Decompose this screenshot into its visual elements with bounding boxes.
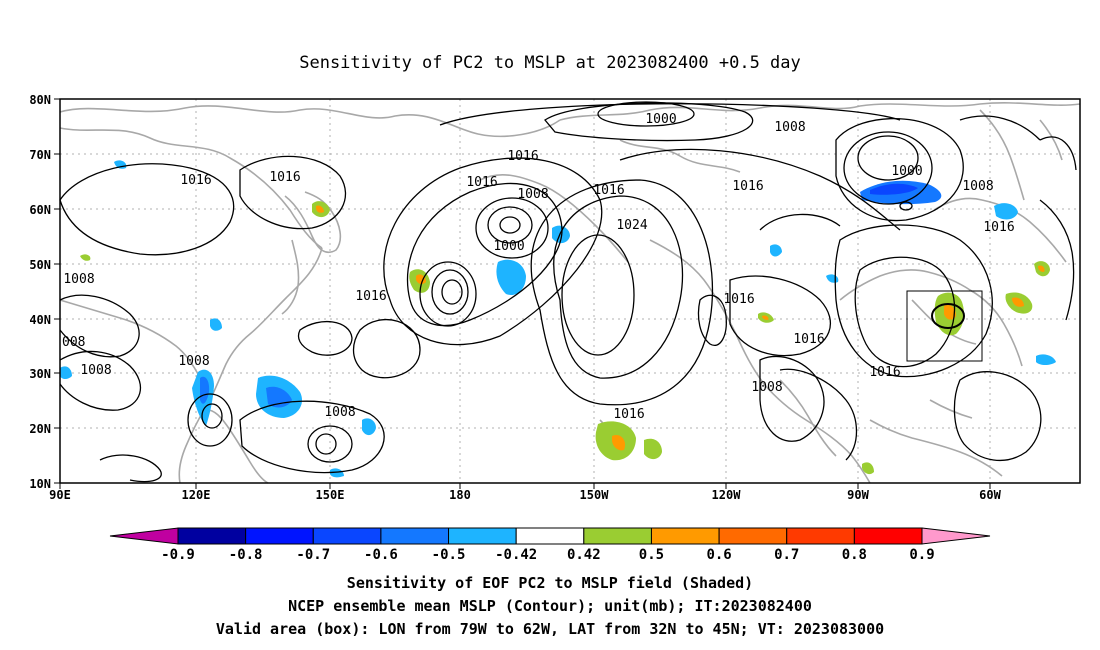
captions: Sensitivity of EOF PC2 to MSLP field (Sh… — [216, 574, 884, 638]
colorbar-tick-label: 0.42 — [567, 547, 601, 563]
colorbar-tick-label: -0.9 — [161, 547, 195, 563]
colorbar-swatch — [380, 527, 450, 545]
colorbar-swatch — [786, 527, 855, 545]
lat-tick-label: 50N — [29, 258, 51, 272]
contour-label: 1000 — [493, 239, 524, 254]
lon-tick-label: 180 — [449, 488, 471, 502]
lon-tick-label: 120W — [712, 488, 742, 502]
contour-label: 1008 — [774, 120, 805, 135]
colorbar-tick-label: 0.5 — [639, 547, 664, 563]
lat-tick-label: 20N — [29, 422, 51, 436]
contour-label: 1016 — [869, 365, 900, 380]
valid-area-box — [906, 290, 983, 362]
contour-label: 1016 — [180, 173, 211, 188]
colorbar: -0.9 -0.8 -0.7 -0.6 -0.5 -0.42 0.42 0.5 0.6 0.7 0.… — [109, 527, 991, 563]
colorbar-low-extension — [109, 527, 179, 545]
caption-line-2: NCEP ensemble mean MSLP (Contour); unit(… — [288, 597, 812, 615]
contour-label: 1016 — [983, 220, 1014, 235]
lon-tick-labels: 90E 120E 150E 180 150W 120W 90W 60W — [49, 488, 1001, 502]
lat-tick-labels: 80N 70N 60N 50N 40N 30N 20N 10N — [29, 93, 51, 491]
lat-tick-label: 30N — [29, 367, 51, 381]
colorbar-swatch — [245, 527, 314, 545]
contour-label: 1016 — [593, 183, 624, 198]
contour-label: 1008 — [178, 354, 209, 369]
colorbar-tick-label: -0.8 — [229, 547, 263, 563]
lon-tick-label: 60W — [979, 488, 1001, 502]
lat-tick-label: 60N — [29, 203, 51, 217]
map-frame — [59, 98, 1081, 484]
sensitivity-shading — [60, 160, 1056, 478]
lon-axis — [59, 483, 991, 489]
contour-label: 1008 — [751, 380, 782, 395]
colorbar-tick-label: -0.6 — [364, 547, 398, 563]
contour-label: 1016 — [613, 407, 644, 422]
lon-tick-label: 150W — [580, 488, 610, 502]
contour-label: 1008 — [80, 363, 111, 378]
lat-tick-label: 40N — [29, 313, 51, 327]
contour-label: 1024 — [616, 218, 647, 233]
contour-label: 1016 — [269, 170, 300, 185]
contour-labels: 1000 1008 1016 1016 1016 1016 1008 1000 … — [62, 112, 1015, 422]
contour-label: 1016 — [355, 289, 386, 304]
colorbar-tick-label: 0.9 — [909, 547, 934, 563]
map-panel: 1000 1008 1016 1016 1016 1016 1008 1000 … — [29, 93, 1081, 502]
contour-label: 1000 — [645, 112, 676, 127]
mslp-contours — [59, 101, 1077, 483]
contour-label: 1008 — [63, 272, 94, 287]
caption-line-3: Valid area (box): LON from 79W to 62W, L… — [216, 620, 884, 638]
colorbar-tick-label: 0.7 — [774, 547, 799, 563]
contour-label: 1016 — [466, 175, 497, 190]
lat-axis — [54, 98, 60, 484]
colorbar-tick-label: -0.5 — [432, 547, 466, 563]
contour-label: 1016 — [732, 179, 763, 194]
contour-label: 1008 — [962, 179, 993, 194]
colorbar-swatch — [448, 527, 517, 545]
contour-label: 1016 — [723, 292, 754, 307]
lat-tick-label: 80N — [29, 93, 51, 107]
contour-label: 1016 — [793, 332, 824, 347]
lon-tick-label: 90E — [49, 488, 71, 502]
lat-tick-label: 70N — [29, 148, 51, 162]
contour-label: 1000 — [891, 164, 922, 179]
colorbar-tick-label: -0.7 — [296, 547, 330, 563]
caption-line-1: Sensitivity of EOF PC2 to MSLP field (Sh… — [347, 574, 753, 592]
colorbar-tick-label: 0.6 — [706, 547, 731, 563]
colorbar-tick-label: 0.8 — [842, 547, 867, 563]
colorbar-swatch — [718, 527, 788, 545]
colorbar-swatch — [515, 527, 585, 545]
figure-title: Sensitivity of PC2 to MSLP at 2023082400… — [299, 53, 801, 73]
contour-label: 008 — [62, 335, 85, 350]
colorbar-swatch — [583, 527, 652, 545]
gridlines — [60, 99, 1080, 483]
contour-label: 1016 — [507, 149, 538, 164]
colorbar-swatch — [650, 527, 720, 545]
contour-label: 1008 — [324, 405, 355, 420]
contour-label: 1008 — [517, 187, 548, 202]
colorbar-swatch — [853, 527, 923, 545]
colorbar-swatch — [312, 527, 382, 545]
colorbar-high-extension — [921, 527, 991, 545]
lat-tick-label: 10N — [29, 477, 51, 491]
lon-tick-label: 150E — [316, 488, 345, 502]
colorbar-swatch — [177, 527, 247, 545]
colorbar-tick-label: -0.42 — [495, 547, 537, 563]
coastlines — [59, 102, 1081, 484]
lon-tick-label: 90W — [847, 488, 869, 502]
lon-tick-label: 120E — [182, 488, 211, 502]
